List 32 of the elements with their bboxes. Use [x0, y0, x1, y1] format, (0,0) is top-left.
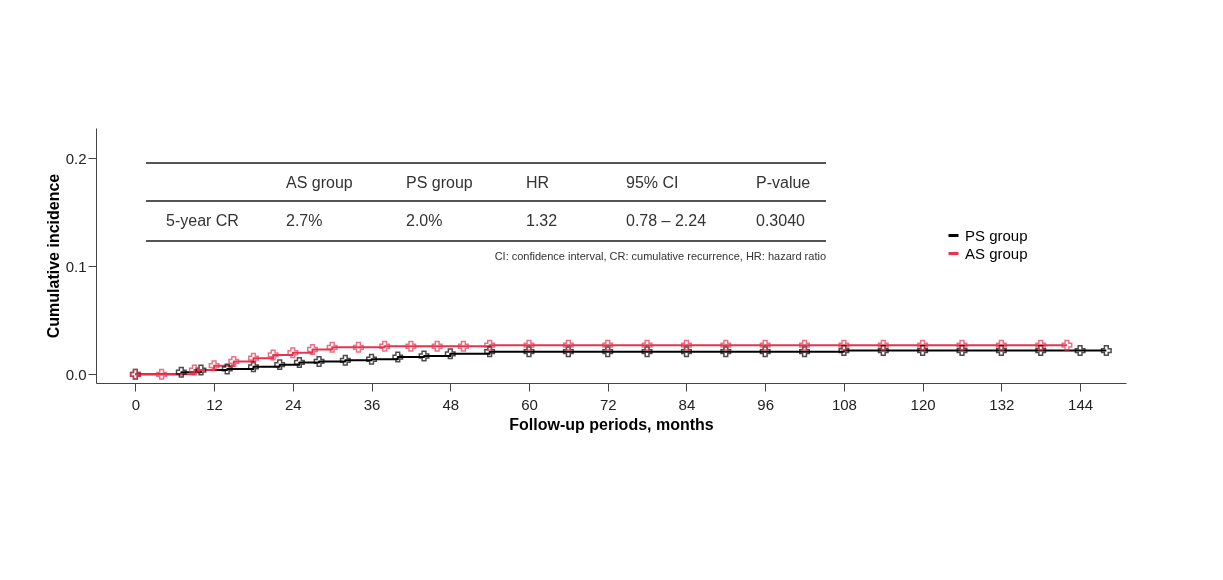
y-tick-label: 0.2: [65, 149, 87, 167]
y-tick-label: 0.1: [65, 257, 87, 275]
x-tick-label: 0: [131, 395, 141, 413]
x-tick-label: 60: [521, 395, 538, 413]
annotation: 95% CI: [626, 174, 679, 191]
annotation: AS group: [286, 174, 353, 191]
y-tick-label: 0.0: [65, 365, 87, 383]
annotation: 2.0%: [406, 212, 443, 229]
x-axis-title: Follow-up periods, months: [509, 415, 714, 433]
y-axis-title: Cumulative incidence: [44, 173, 62, 339]
x-tick-label: 12: [206, 395, 223, 413]
x-tick-label: 108: [831, 395, 857, 413]
annotation: PS group: [406, 174, 473, 191]
legend-label: PS group: [965, 226, 1028, 244]
legend-label: AS group: [965, 244, 1028, 262]
x-tick-label: 24: [284, 395, 302, 413]
annotation: 5-year CR: [166, 212, 239, 229]
x-tick-label: 36: [363, 395, 381, 413]
annotation: 1.32: [526, 212, 558, 229]
x-tick-label: 144: [1068, 395, 1094, 413]
x-tick-label: 72: [599, 395, 617, 413]
x-tick-label: 132: [989, 395, 1015, 413]
annotation: 0.78 – 2.24: [626, 212, 707, 229]
x-tick-label: 96: [757, 395, 775, 413]
annotation: 2.7%: [286, 212, 323, 229]
x-tick-label: 84: [678, 395, 696, 413]
annotation: HR: [526, 174, 550, 191]
x-tick-label: 120: [910, 395, 936, 413]
annotation: CI: confidence interval, CR: cumulative recurrence, HR: hazard ratio: [494, 250, 826, 262]
annotation: 0.3040: [756, 212, 806, 229]
annotation: P-value: [756, 174, 811, 191]
x-tick-label: 48: [442, 395, 460, 413]
